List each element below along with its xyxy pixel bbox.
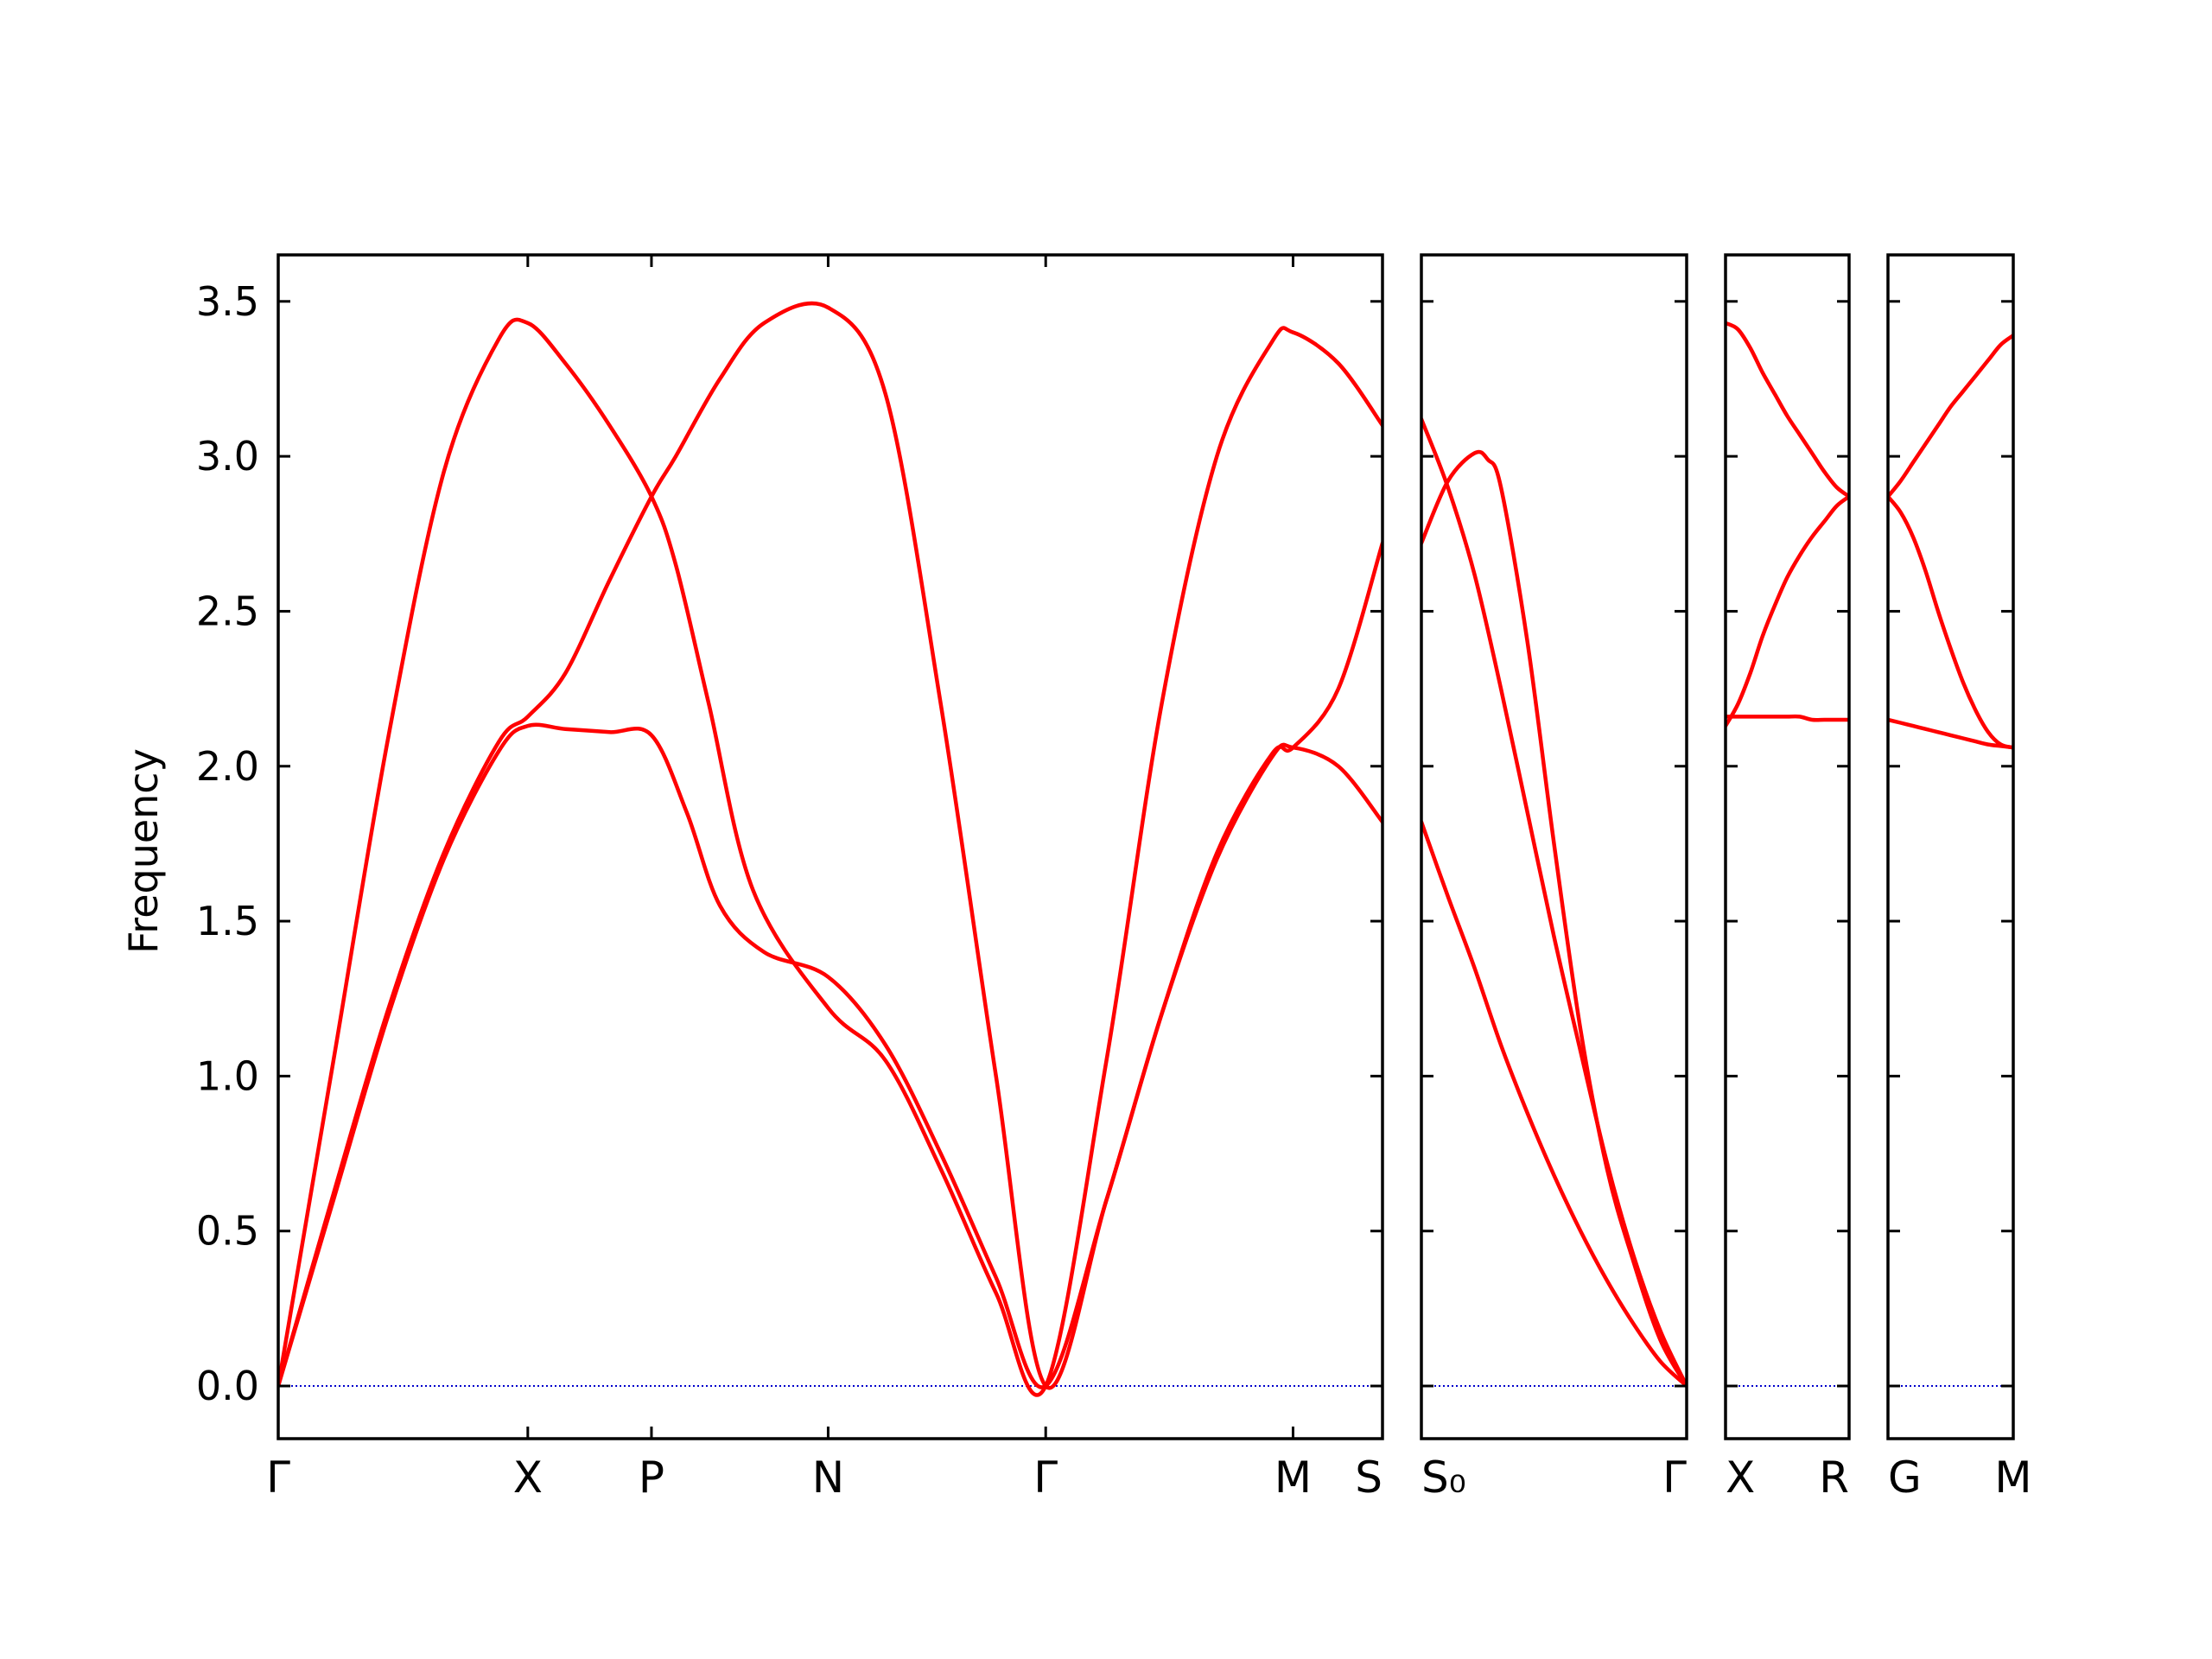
x-tick-label: Γ [266, 1452, 290, 1503]
x-tick-label: R [1819, 1452, 1849, 1503]
panel-1: 0.0 0.5 1.0 1.5 2.0 2.5 3.0 3.5 Γ X P N Γ M S [196, 253, 1384, 1503]
panel-2: S₀ Γ [1420, 253, 1688, 1503]
x-tick-label: N [812, 1452, 844, 1503]
chart-panels: 0.00.51.01.52.02.53.03.5Γ X P N Γ M S S₀ Γ X R G M [196, 253, 2032, 1503]
x-tick-label: S₀ [1421, 1452, 1466, 1503]
band-line-1 [1726, 321, 1849, 499]
band-line-1 [1888, 333, 2013, 499]
x-tick-label: M [1274, 1452, 1312, 1503]
y-tick-label: 2.0 [196, 743, 259, 790]
y-tick-label: 2.5 [196, 588, 259, 634]
band-line-3 [1726, 714, 1849, 722]
band-group [1726, 321, 1849, 728]
x-tick-label: X [513, 1452, 543, 1503]
band-line-2 [1726, 494, 1849, 728]
x-tick-label: Γ [1662, 1452, 1687, 1503]
panel-frame [276, 253, 1384, 1440]
band-line-3 [278, 301, 1382, 1390]
band-group [1888, 333, 2013, 750]
x-tick-label: Γ [1033, 1452, 1058, 1503]
panel-frame [1886, 253, 2015, 1440]
x-tick-label: X [1726, 1452, 1755, 1503]
band-line-3 [1888, 717, 2013, 750]
y-tick-label: 1.5 [196, 898, 259, 944]
band-line-1 [278, 317, 1382, 1397]
band-line-2 [278, 722, 1382, 1389]
y-tick-label: 0.5 [196, 1208, 259, 1255]
band-line-2 [1421, 449, 1687, 1389]
panel-frame [1724, 253, 1851, 1440]
y-tick-label: 3.5 [196, 278, 259, 325]
y-tick-label: 1.0 [196, 1052, 259, 1099]
x-tick-label: S [1355, 1452, 1382, 1503]
x-tick-label: M [1994, 1452, 2031, 1503]
band-group [1421, 416, 1687, 1389]
y-axis-label: Frequency [120, 748, 167, 954]
band-line-3 [1421, 820, 1687, 1389]
y-tick-label: 0.0 [196, 1363, 259, 1409]
x-tick-label: P [639, 1452, 664, 1503]
x-tick-label: G [1888, 1452, 1922, 1503]
y-tick-label: 3.0 [196, 433, 259, 480]
panel-frame [1420, 253, 1688, 1440]
band-line-2 [1888, 494, 2013, 750]
band-group [278, 301, 1382, 1397]
band-line-1 [1421, 416, 1687, 1389]
